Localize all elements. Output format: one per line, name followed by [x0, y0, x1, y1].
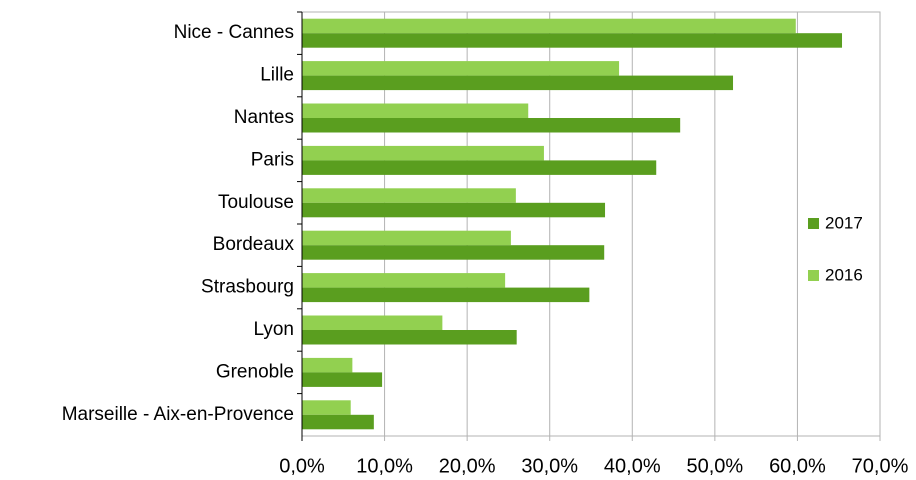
x-tick-label: 10,0% [356, 455, 413, 477]
x-tick-label: 0,0% [279, 455, 325, 477]
bar [302, 372, 383, 387]
bar [302, 103, 529, 118]
bar [302, 400, 351, 415]
bar [302, 414, 374, 430]
y-tick-label: Marseille - Aix-en-Provence [62, 404, 294, 425]
legend-label: 2017 [825, 213, 863, 232]
bar [302, 287, 590, 303]
y-tick-label: Toulouse [218, 192, 294, 213]
bar [302, 230, 511, 246]
y-tick-label: Grenoble [216, 361, 294, 382]
bar [302, 357, 353, 373]
x-tick-label: 40,0% [604, 455, 661, 477]
bar [302, 245, 605, 260]
x-tick-label: 50,0% [686, 455, 743, 477]
bar [302, 273, 506, 288]
y-tick-label: Lyon [254, 319, 295, 340]
y-tick-label: Nice - Cannes [174, 22, 294, 43]
y-tick-label: Lille [260, 65, 294, 86]
bar [302, 160, 657, 175]
bar [302, 188, 516, 203]
bar [302, 118, 681, 133]
legend-swatch [808, 218, 819, 229]
x-tick-label: 20,0% [439, 455, 496, 477]
bar [302, 61, 620, 76]
y-tick-label: Strasbourg [201, 277, 294, 298]
y-tick-label: Bordeaux [213, 234, 295, 255]
y-tick-label: Nantes [234, 107, 294, 128]
bar [302, 33, 843, 48]
bar [302, 75, 734, 91]
legend-swatch [808, 270, 819, 281]
x-tick-label: 70,0% [852, 455, 909, 477]
bar [302, 202, 606, 218]
x-tick-label: 30,0% [521, 455, 578, 477]
bar [302, 145, 544, 161]
x-tick-label: 60,0% [769, 455, 826, 477]
bar [302, 18, 796, 34]
y-tick-label: Paris [251, 149, 294, 170]
legend-label: 2016 [825, 265, 863, 284]
bar [302, 315, 443, 330]
bar [302, 330, 517, 345]
